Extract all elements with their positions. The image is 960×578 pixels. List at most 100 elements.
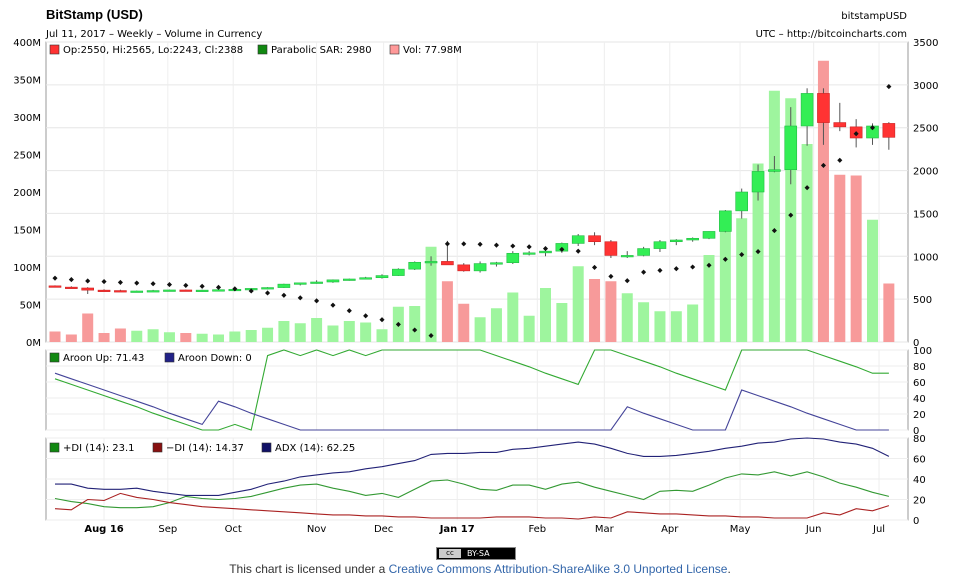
volume-bar: [213, 334, 224, 342]
volume-bar: [768, 90, 780, 342]
sar-dot: [248, 288, 254, 294]
dmi-di-14-line: [54, 471, 890, 509]
candle-body: [424, 261, 438, 264]
source-name: bitstampUSD: [841, 11, 907, 22]
price-tick-label: 1000: [913, 252, 938, 263]
sar-dot: [134, 280, 140, 286]
sar-dot: [101, 279, 107, 285]
candle-body: [375, 275, 389, 279]
volume-bar: [245, 330, 257, 342]
price-tick-label: 3000: [913, 81, 938, 92]
chart-title: BitStamp (USD): [46, 7, 143, 22]
sar-dot: [281, 292, 287, 298]
candle-body: [441, 261, 454, 266]
candle-body: [48, 285, 62, 288]
month-tick-label: Feb: [528, 524, 546, 535]
candle-body: [212, 289, 225, 292]
sar-dot: [444, 241, 450, 247]
price-tick-label: 2500: [913, 124, 938, 135]
aroon-tick-label: 20: [913, 410, 926, 421]
cc-license-badge[interactable]: cc BY-SA: [436, 547, 516, 560]
sar-dot: [428, 333, 434, 339]
sar-dot: [379, 317, 385, 323]
price-tick-label: 1500: [913, 209, 938, 220]
volume-bar: [850, 175, 862, 342]
ohlc-legend-label: Op:2550, Hi:2565, Lo:2243, Cl:2388: [63, 45, 243, 56]
candle-body: [686, 237, 699, 241]
sar-dot: [215, 284, 222, 290]
candle-body: [179, 289, 193, 292]
sar-dot: [706, 262, 712, 268]
month-tick-label: Nov: [307, 524, 327, 535]
volume-bar: [507, 292, 519, 342]
volume-tick-label: 100M: [13, 263, 41, 274]
volume-tick-label: 300M: [13, 113, 41, 124]
aroon-up-legend-label: Aroon Up: 71.43: [63, 353, 144, 364]
candle-body: [195, 289, 209, 292]
adx-legend-label: ADX (14): 62.25: [275, 443, 355, 454]
aroon-aroon-down-line: [54, 372, 889, 431]
volume-bar: [82, 313, 94, 342]
candle-body: [293, 282, 307, 285]
month-tick-label: Mar: [595, 524, 615, 535]
license-text-end: .: [727, 562, 731, 576]
license-footer: This chart is licensed under a Creative …: [0, 562, 960, 576]
price-tick-label: 2000: [913, 167, 938, 178]
candle-body: [784, 125, 798, 171]
aroon-lines: [54, 349, 889, 431]
sar-dot: [804, 185, 810, 191]
volume-bar: [229, 331, 241, 342]
sar-dot: [166, 282, 172, 288]
candle-body: [571, 235, 585, 244]
candle-body: [261, 287, 274, 290]
volume-bar: [670, 311, 682, 342]
volume-bar: [196, 333, 208, 342]
sar-dot: [346, 308, 352, 314]
volume-bar: [163, 332, 175, 342]
candle-body: [130, 290, 144, 293]
volume-bar: [294, 323, 306, 342]
axis-labels: 05001000150020002500300035000M50M100M150…: [13, 38, 938, 535]
volume-bar: [719, 218, 731, 342]
candle-body: [817, 93, 830, 123]
aroon-tick-label: 40: [913, 394, 926, 405]
candle-body: [735, 191, 749, 212]
volume-bar: [474, 317, 486, 342]
volume-tick-label: 50M: [20, 301, 41, 312]
volume-bar: [638, 302, 650, 342]
volume-bar: [49, 331, 61, 342]
volume-bar: [540, 288, 551, 342]
month-tick-label: Oct: [225, 524, 242, 535]
price-tick-label: 500: [913, 295, 932, 306]
sar-dot: [199, 283, 205, 289]
volume-bar: [801, 144, 813, 342]
sar-dot: [592, 264, 598, 270]
volume-tick-label: 400M: [13, 38, 41, 49]
aroon-tick-label: 60: [913, 378, 926, 389]
volume-bar: [425, 246, 437, 342]
candle-body: [669, 239, 683, 243]
candle-body: [653, 241, 667, 249]
sar-dot: [330, 302, 336, 308]
sar-dot: [461, 241, 467, 247]
volume-tick-label: 200M: [13, 188, 41, 199]
month-tick-label: May: [730, 524, 751, 535]
month-tick-label: Jul: [872, 524, 885, 535]
volume-bar: [883, 283, 895, 342]
sar-dot: [232, 286, 238, 292]
candle-body: [800, 93, 814, 127]
aroon-aroon-up-line: [54, 349, 889, 431]
candle-body: [473, 263, 487, 272]
volume-bar: [441, 281, 453, 342]
candle-body: [81, 287, 94, 291]
month-tick-label: Jun: [805, 524, 822, 535]
sar-dot: [771, 228, 777, 234]
candle-body: [277, 283, 291, 288]
aroon-down-legend-label: Aroon Down: 0: [178, 353, 252, 364]
volume-bar: [98, 333, 110, 342]
license-link[interactable]: Creative Commons Attribution-ShareAlike …: [388, 562, 728, 576]
candle-body: [97, 289, 111, 292]
candle-body: [768, 169, 781, 172]
sar-dot: [412, 327, 418, 333]
candle-body: [146, 290, 160, 293]
